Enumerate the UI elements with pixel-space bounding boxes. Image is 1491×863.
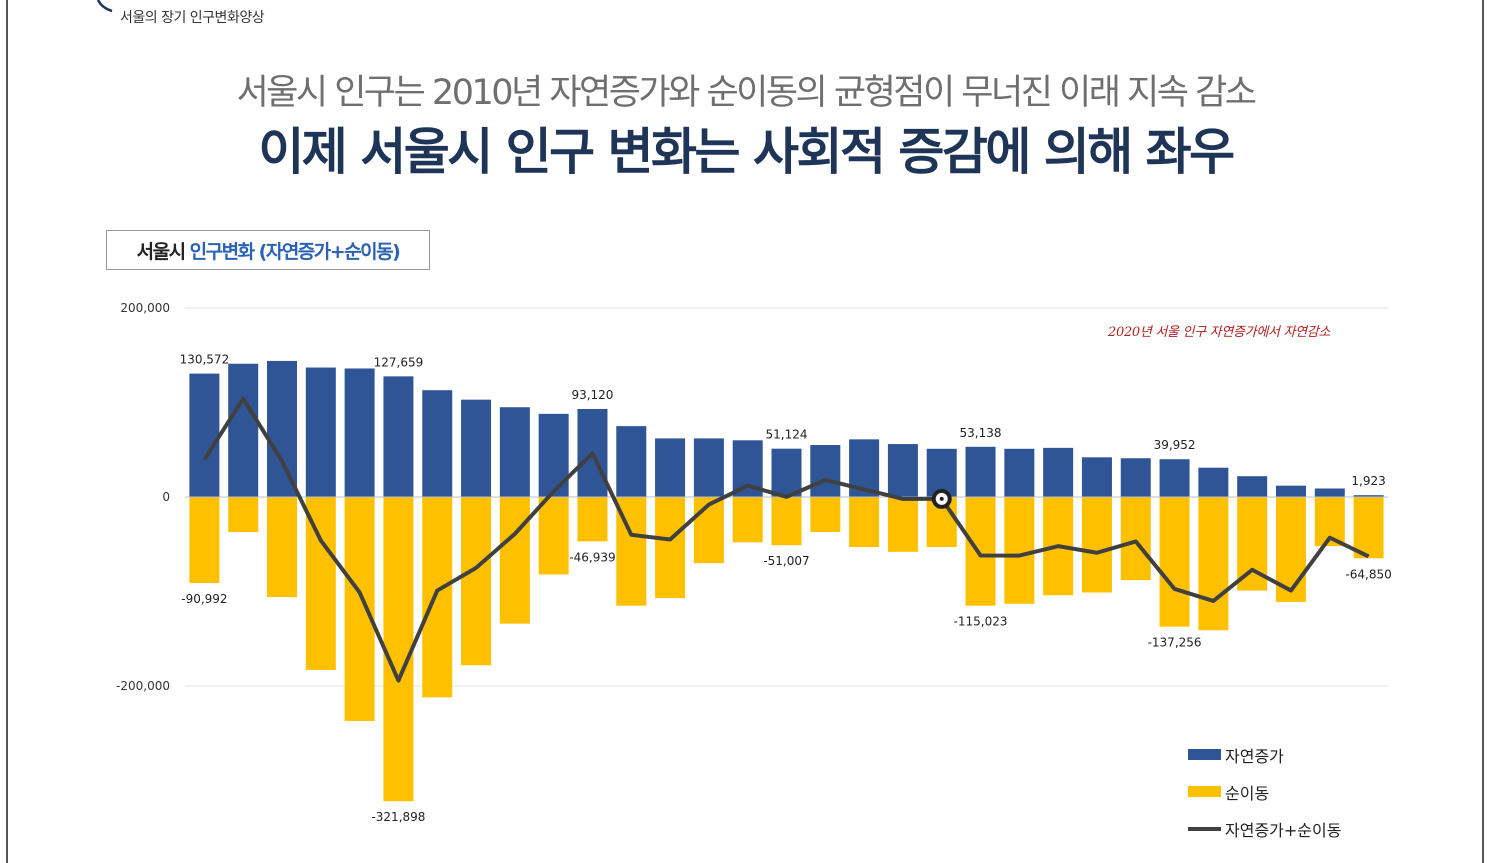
bar-natural bbox=[1120, 458, 1151, 497]
section-label: 서울의 장기 인구변화양상 bbox=[120, 10, 265, 26]
bar-migration bbox=[1159, 497, 1190, 627]
bar-natural bbox=[228, 363, 259, 497]
data-label-natural: 93,120 bbox=[571, 388, 613, 402]
bar-natural bbox=[1004, 448, 1035, 497]
data-label-natural: 39,952 bbox=[1154, 438, 1196, 452]
data-label-natural: 53,138 bbox=[960, 426, 1002, 440]
bar-migration bbox=[383, 497, 414, 802]
bar-natural bbox=[344, 368, 375, 497]
legend-label-total: 자연증가+순이동 bbox=[1225, 820, 1342, 840]
natural-decrease-annotation: 2020년 서울 인구 자연증가에서 자연감소 bbox=[1108, 325, 1331, 340]
data-label-migration: -46,939 bbox=[569, 550, 615, 564]
bar-migration bbox=[693, 497, 724, 564]
legend-item-total: 자연증가+순이동 bbox=[1188, 810, 1341, 847]
page-title: 이제 서울시 인구 변화는 사회적 증감에 의해 좌우 bbox=[258, 123, 1235, 181]
bar-natural bbox=[616, 426, 647, 497]
y-tick-label: 200,000 bbox=[120, 301, 170, 315]
legend-swatch-natural bbox=[1188, 749, 1221, 760]
left-frame-line bbox=[6, 0, 8, 863]
bar-natural bbox=[771, 448, 802, 497]
chart-title-city: 서울시 bbox=[136, 240, 186, 263]
bar-natural bbox=[1081, 457, 1112, 497]
bar-migration bbox=[577, 497, 608, 542]
data-label-migration: -115,023 bbox=[954, 615, 1008, 629]
bar-migration bbox=[771, 497, 802, 546]
chart-title-desc: 인구변화 (자연증가+순이동) bbox=[189, 240, 401, 263]
data-label-natural: 127,659 bbox=[374, 355, 424, 369]
bar-natural bbox=[305, 367, 336, 497]
line-total bbox=[202, 396, 1370, 683]
legend-swatch-migration bbox=[1188, 786, 1221, 797]
bar-migration bbox=[344, 497, 375, 721]
bar-natural bbox=[189, 373, 220, 497]
bar-natural bbox=[887, 444, 918, 497]
legend-label-natural: 자연증가 bbox=[1225, 746, 1284, 766]
data-label-migration: -64,850 bbox=[1345, 567, 1391, 581]
legend-item-migration: 순이동 bbox=[1188, 773, 1341, 810]
legend-item-natural: 자연증가 bbox=[1188, 736, 1341, 773]
bar-migration bbox=[499, 497, 530, 624]
data-label-migration: -321,898 bbox=[371, 810, 425, 824]
bar-natural bbox=[267, 360, 298, 497]
bar-natural bbox=[499, 407, 530, 497]
bar-natural bbox=[1159, 459, 1190, 497]
bar-migration bbox=[655, 497, 686, 599]
bar-migration bbox=[849, 497, 880, 548]
bar-migration bbox=[422, 497, 453, 698]
y-tick-label: -200,000 bbox=[116, 679, 170, 693]
bar-migration bbox=[1120, 497, 1151, 581]
bar-migration bbox=[305, 497, 336, 670]
bar-migration bbox=[887, 497, 918, 552]
chart-title-box: 서울시 인구변화 (자연증가+순이동) bbox=[106, 230, 430, 270]
bar-natural bbox=[1198, 467, 1229, 497]
page-subtitle: 서울시 인구는 2010년 자연증가와 순이동의 균형점이 무너진 이래 지속 … bbox=[236, 73, 1257, 113]
bar-natural bbox=[965, 446, 996, 497]
bar-migration bbox=[1198, 497, 1229, 631]
y-tick-label: 0 bbox=[162, 490, 170, 504]
bar-natural bbox=[1237, 476, 1268, 497]
bar-natural bbox=[1043, 447, 1074, 497]
data-label-natural: 1,923 bbox=[1351, 474, 1385, 488]
bar-natural bbox=[655, 438, 686, 497]
data-label-migration: -137,256 bbox=[1148, 636, 1202, 650]
right-frame-line bbox=[1482, 0, 1484, 863]
bar-natural bbox=[383, 376, 414, 497]
data-label-natural: 130,572 bbox=[180, 353, 230, 367]
bar-migration bbox=[1081, 497, 1112, 593]
data-label-migration: -90,992 bbox=[181, 592, 227, 606]
bar-migration bbox=[189, 497, 220, 583]
bar-migration bbox=[732, 497, 763, 543]
legend-label-migration: 순이동 bbox=[1225, 783, 1270, 803]
bar-natural bbox=[1314, 488, 1345, 497]
bar-natural bbox=[538, 413, 569, 497]
bar-migration bbox=[1353, 497, 1384, 559]
highlight-point-center bbox=[939, 496, 944, 501]
bar-migration bbox=[1004, 497, 1035, 604]
data-label-migration: -51,007 bbox=[763, 554, 809, 568]
data-label-natural: 51,124 bbox=[766, 428, 808, 442]
bar-natural bbox=[1353, 495, 1384, 497]
bar-migration bbox=[810, 497, 841, 532]
bar-migration bbox=[228, 497, 259, 532]
bar-natural bbox=[422, 390, 453, 497]
bar-migration bbox=[267, 497, 298, 598]
chart-legend: 자연증가 순이동 자연증가+순이동 bbox=[1188, 736, 1341, 847]
bar-natural bbox=[1275, 485, 1306, 497]
legend-swatch-total bbox=[1188, 826, 1221, 831]
bar-migration bbox=[461, 497, 492, 666]
bar-migration bbox=[965, 497, 996, 606]
bar-migration bbox=[538, 497, 569, 575]
bar-natural bbox=[693, 438, 724, 497]
bar-natural bbox=[461, 399, 492, 497]
bar-natural bbox=[810, 445, 841, 497]
corner-arc-icon bbox=[96, 0, 113, 12]
